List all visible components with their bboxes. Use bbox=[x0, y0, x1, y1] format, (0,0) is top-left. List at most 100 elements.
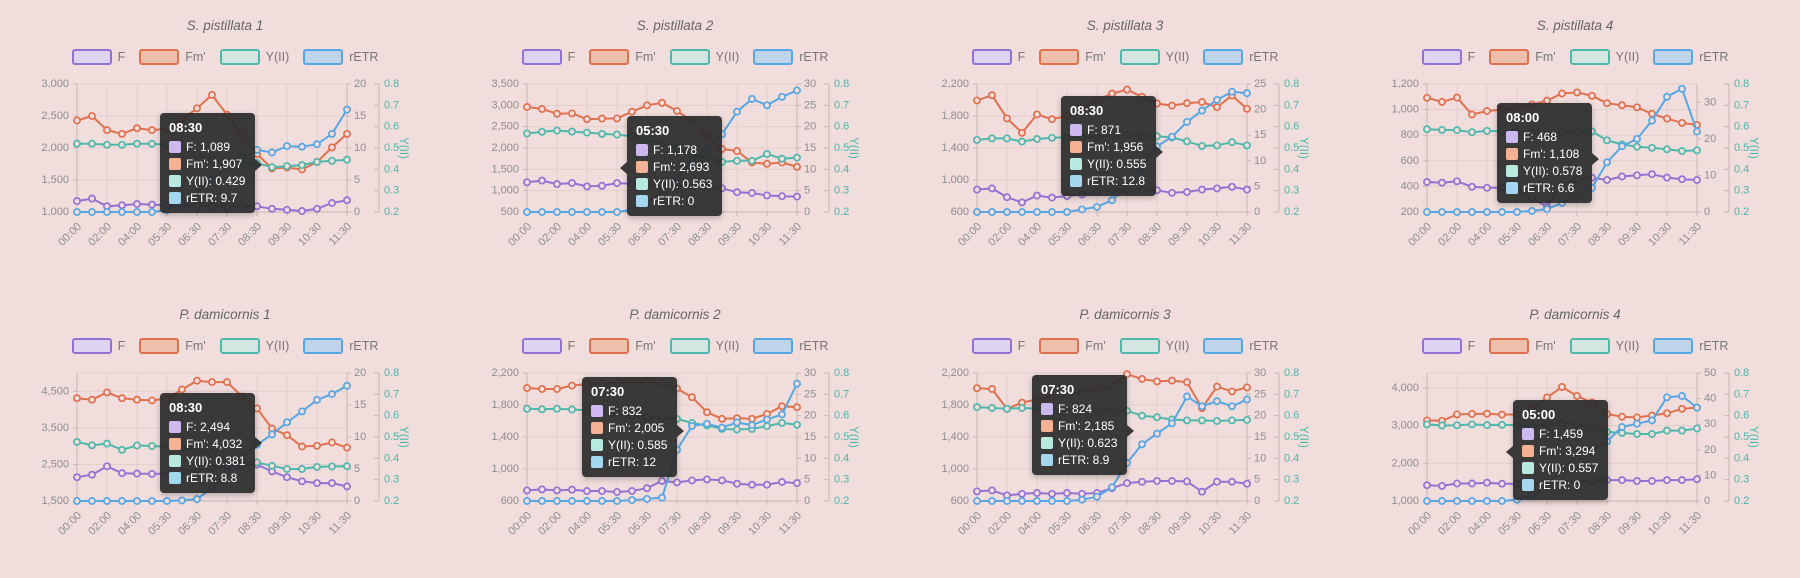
data-point-Fm[interactable] bbox=[328, 438, 336, 447]
data-point-Fm[interactable] bbox=[1678, 404, 1686, 413]
data-point-Fm[interactable] bbox=[148, 126, 156, 135]
data-point-F[interactable] bbox=[1468, 182, 1476, 191]
data-point-rETR[interactable] bbox=[1228, 402, 1236, 411]
data-point-rETR[interactable] bbox=[313, 140, 321, 149]
data-point-rETR[interactable] bbox=[1003, 497, 1011, 505]
data-point-YII[interactable] bbox=[538, 405, 546, 414]
data-point-F[interactable] bbox=[1633, 477, 1641, 485]
data-point-Fm[interactable] bbox=[1633, 413, 1641, 422]
data-point-YII[interactable] bbox=[553, 404, 561, 413]
data-point-rETR[interactable] bbox=[343, 381, 351, 390]
data-point-F[interactable] bbox=[1663, 173, 1671, 182]
data-point-rETR[interactable] bbox=[613, 208, 621, 216]
data-point-F[interactable] bbox=[778, 478, 786, 486]
data-point-Fm[interactable] bbox=[988, 91, 996, 100]
data-point-Fm[interactable] bbox=[973, 96, 981, 105]
data-point-rETR[interactable] bbox=[1168, 419, 1176, 428]
data-point-F[interactable] bbox=[1453, 479, 1461, 488]
data-point-rETR[interactable] bbox=[763, 101, 771, 110]
data-point-Fm[interactable] bbox=[1618, 101, 1626, 110]
data-point-rETR[interactable] bbox=[1438, 497, 1446, 505]
data-point-rETR[interactable] bbox=[1498, 208, 1506, 216]
legend-item-F[interactable]: F bbox=[521, 338, 575, 354]
data-point-rETR[interactable] bbox=[553, 208, 561, 216]
data-point-F[interactable] bbox=[793, 192, 801, 201]
data-point-Fm[interactable] bbox=[553, 109, 561, 118]
data-point-F[interactable] bbox=[328, 479, 336, 488]
data-point-YII[interactable] bbox=[1453, 421, 1461, 430]
data-point-rETR[interactable] bbox=[1483, 208, 1491, 216]
chart-plot[interactable]: 2,200 1,800 1,400 1,000 600 30 25 20 15 10 5 0 0.8 0.… bbox=[900, 289, 1350, 578]
data-point-F[interactable] bbox=[1693, 475, 1701, 484]
data-point-rETR[interactable] bbox=[988, 497, 996, 505]
data-point-rETR[interactable] bbox=[1423, 497, 1431, 505]
data-point-Fm[interactable] bbox=[103, 126, 111, 135]
chart-plot[interactable]: 4,500 3,500 2,500 1,500 20 15 10 5 0 0.8 0.7 0.6 0.5… bbox=[0, 289, 450, 578]
data-point-YII[interactable] bbox=[793, 153, 801, 162]
data-point-YII[interactable] bbox=[1243, 141, 1251, 150]
data-point-F[interactable] bbox=[343, 482, 351, 491]
data-point-F[interactable] bbox=[1183, 188, 1191, 196]
data-point-Fm[interactable] bbox=[598, 114, 606, 123]
data-point-Fm[interactable] bbox=[1678, 118, 1686, 127]
data-point-rETR[interactable] bbox=[988, 208, 996, 216]
data-point-rETR[interactable] bbox=[748, 94, 756, 103]
data-point-Fm[interactable] bbox=[628, 107, 636, 116]
data-point-F[interactable] bbox=[1168, 477, 1176, 485]
data-point-F[interactable] bbox=[973, 185, 981, 194]
data-point-rETR[interactable] bbox=[538, 497, 546, 505]
data-point-F[interactable] bbox=[88, 470, 96, 479]
data-point-rETR[interactable] bbox=[733, 418, 741, 427]
data-point-Fm[interactable] bbox=[1153, 377, 1161, 386]
legend-item-Fm[interactable]: Fm' bbox=[1489, 49, 1556, 65]
data-point-F[interactable] bbox=[1603, 176, 1611, 184]
legend-item-Fm[interactable]: Fm' bbox=[589, 49, 656, 65]
data-point-rETR[interactable] bbox=[1108, 196, 1116, 205]
legend-item-YII[interactable]: Y(II) bbox=[1569, 338, 1639, 354]
data-point-Fm[interactable] bbox=[583, 115, 591, 124]
data-point-YII[interactable] bbox=[1438, 125, 1446, 134]
data-point-F[interactable] bbox=[973, 487, 981, 496]
data-point-Fm[interactable] bbox=[1168, 101, 1176, 110]
data-point-F[interactable] bbox=[1063, 489, 1071, 497]
legend-item-Fm[interactable]: Fm' bbox=[1039, 338, 1106, 354]
data-point-Fm[interactable] bbox=[793, 403, 801, 412]
data-point-YII[interactable] bbox=[778, 418, 786, 427]
data-point-Fm[interactable] bbox=[1228, 387, 1236, 396]
legend-item-F[interactable]: F bbox=[521, 49, 575, 65]
data-point-rETR[interactable] bbox=[1453, 208, 1461, 216]
data-point-rETR[interactable] bbox=[328, 129, 336, 138]
data-point-F[interactable] bbox=[298, 477, 306, 486]
data-point-F[interactable] bbox=[1048, 489, 1056, 498]
data-point-rETR[interactable] bbox=[583, 497, 591, 505]
data-point-F[interactable] bbox=[1423, 178, 1431, 186]
data-point-YII[interactable] bbox=[1018, 137, 1026, 146]
data-point-rETR[interactable] bbox=[973, 208, 981, 216]
data-point-rETR[interactable] bbox=[1033, 208, 1041, 216]
data-point-F[interactable] bbox=[1618, 172, 1626, 181]
data-point-F[interactable] bbox=[103, 462, 111, 471]
data-point-Fm[interactable] bbox=[1573, 88, 1581, 97]
data-point-Fm[interactable] bbox=[688, 393, 696, 402]
data-point-Fm[interactable] bbox=[1213, 103, 1221, 112]
legend-item-rETR[interactable]: rETR bbox=[1203, 338, 1278, 354]
data-point-rETR[interactable] bbox=[343, 105, 351, 114]
data-point-Fm[interactable] bbox=[133, 124, 141, 133]
data-point-YII[interactable] bbox=[1423, 125, 1431, 134]
data-point-rETR[interactable] bbox=[1213, 397, 1221, 406]
data-point-rETR[interactable] bbox=[313, 395, 321, 404]
legend-item-Fm[interactable]: Fm' bbox=[589, 338, 656, 354]
data-point-YII[interactable] bbox=[1678, 147, 1686, 155]
data-point-Fm[interactable] bbox=[1588, 91, 1596, 100]
data-point-F[interactable] bbox=[673, 478, 681, 487]
data-point-F[interactable] bbox=[613, 179, 621, 188]
data-point-YII[interactable] bbox=[1213, 417, 1221, 425]
data-point-YII[interactable] bbox=[1693, 146, 1701, 155]
data-point-rETR[interactable] bbox=[1093, 492, 1101, 501]
data-point-rETR[interactable] bbox=[268, 148, 276, 157]
data-point-Fm[interactable] bbox=[208, 90, 216, 99]
data-point-Fm[interactable] bbox=[568, 381, 576, 390]
data-point-rETR[interactable] bbox=[73, 497, 81, 505]
data-point-F[interactable] bbox=[1483, 478, 1491, 487]
data-point-YII[interactable] bbox=[568, 127, 576, 136]
